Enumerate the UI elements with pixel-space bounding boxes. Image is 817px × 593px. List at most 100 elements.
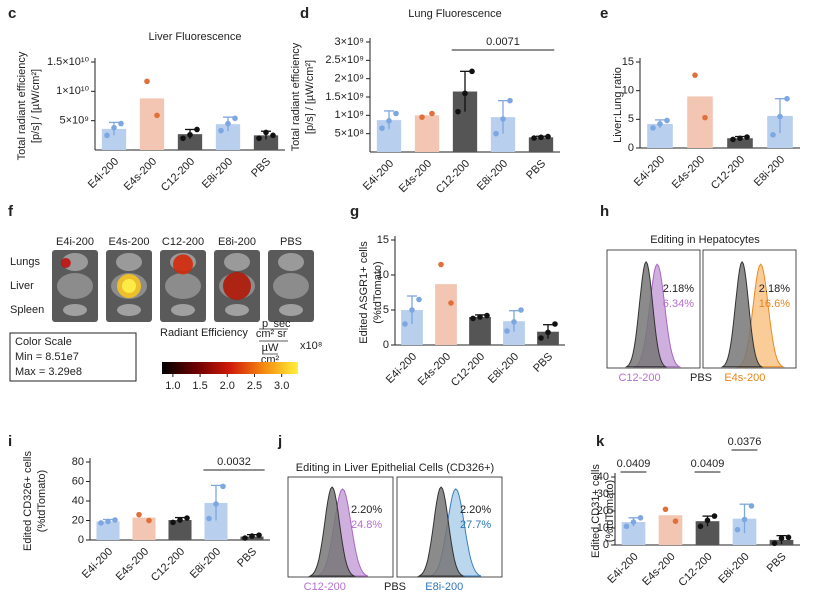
data-point [784, 95, 790, 102]
group-label: E4i-200 [56, 236, 94, 248]
x-tick-label: E4s-200 [640, 551, 677, 588]
x-tick-label: E4i-200 [80, 546, 115, 581]
control-histogram [624, 260, 668, 368]
colorbar-unit: sec [273, 318, 291, 330]
data-point [469, 68, 475, 75]
y-tick-label: 15 [622, 56, 634, 68]
data-point [511, 319, 517, 325]
x-tick-label: E8i-200 [188, 546, 223, 581]
y-axis-label: Edited CD326+ cells [22, 451, 34, 551]
color-scale-title: Color Scale [15, 336, 72, 348]
x-tick-label: C12-200 [159, 156, 197, 194]
x-tick-label: C12-200 [449, 351, 487, 389]
panel-letter: k [596, 433, 605, 450]
colorbar-unit: µW [262, 342, 279, 354]
p-value: 0.0409 [691, 458, 725, 470]
data-point [416, 296, 422, 303]
group-label: C12-200 [162, 236, 204, 248]
x-tick-label: E8i-200 [200, 156, 235, 191]
chart-title: Lung Fluorescence [408, 8, 502, 20]
control-percent: 2.20% [460, 504, 491, 516]
colorbar-tick-label: 3.0 [274, 380, 289, 392]
spleen [171, 304, 195, 316]
data-point [552, 321, 558, 327]
color-scale-min: Min = 8.51e7 [15, 351, 79, 363]
bar [435, 284, 457, 345]
data-point [225, 120, 231, 127]
data-point [409, 307, 415, 313]
data-point [194, 126, 200, 133]
data-point [770, 132, 776, 138]
histogram-frame [396, 476, 503, 578]
y-tick-label: 0 [383, 339, 389, 351]
data-point [144, 78, 150, 85]
bar [528, 137, 554, 152]
x-tick-label: E4s-200 [122, 156, 159, 193]
data-point [180, 135, 186, 142]
x-tick-label: E4i-200 [605, 551, 640, 586]
control-percent: 2.18% [663, 283, 694, 295]
data-point [484, 312, 490, 319]
liver [273, 273, 309, 299]
y-axis-label: (%tdTomato) [36, 470, 48, 532]
bar [139, 98, 165, 150]
spleen [63, 304, 87, 316]
bar [168, 520, 192, 540]
data-point [249, 533, 255, 539]
data-point [778, 535, 785, 541]
data-point [662, 506, 669, 513]
y-tick-label: 5×10⁹ [60, 115, 90, 127]
colorbar-tick-label: 1.0 [165, 380, 180, 392]
y-axis-label: [p/s] / [µW/cm²] [30, 69, 42, 143]
data-point [213, 501, 219, 507]
data-point [184, 515, 190, 521]
spleen [225, 304, 249, 316]
bar [469, 317, 491, 345]
organ-label: Liver [10, 280, 34, 292]
data-point [545, 133, 551, 140]
data-point [741, 516, 748, 523]
y-tick-label: 60 [72, 475, 84, 487]
data-point [777, 113, 783, 120]
y-tick-label: 40 [597, 471, 609, 483]
y-tick-label: 2×10⁹ [335, 73, 365, 85]
signal [60, 257, 71, 268]
data-point [111, 124, 117, 131]
panel-title: Editing in Liver Epithelial Cells (CD326… [296, 462, 494, 474]
data-point [470, 315, 476, 322]
data-point [623, 523, 630, 530]
y-tick-label: 30 [597, 488, 609, 500]
lung [278, 253, 304, 271]
data-point [692, 72, 698, 78]
data-point [630, 519, 637, 525]
p-value: 0.0376 [728, 436, 762, 448]
x-tick-label: E8i-200 [475, 158, 510, 193]
colorbar-unit: sr [277, 328, 287, 340]
data-point [98, 520, 104, 526]
x-tick-label: PBS [235, 546, 259, 570]
histogram-frame [702, 249, 797, 369]
data-point [637, 515, 644, 521]
data-point [538, 335, 544, 341]
data-point [734, 526, 741, 533]
x-tick-label: E4s-200 [397, 158, 434, 195]
data-point [256, 135, 262, 142]
x-tick-label: E4s-200 [114, 546, 151, 583]
x-tick-label: E8i-200 [486, 351, 521, 386]
panel-letter: i [8, 433, 12, 450]
data-point [105, 518, 111, 525]
data-point [664, 117, 670, 124]
x-tick-label: E4i-200 [86, 156, 121, 191]
data-point [256, 532, 262, 538]
y-axis-label: Total radiant efficiency [16, 51, 28, 160]
x-tick-label: C12-200 [434, 158, 472, 196]
data-point [538, 134, 544, 141]
treated-percent: 24.8% [351, 519, 382, 531]
bar [401, 310, 423, 345]
panel-letter: j [277, 433, 282, 450]
x-tick-label: PBS [524, 158, 548, 182]
y-tick-label: 1×10⁹ [335, 109, 365, 121]
colorbar-multiplier: x10⁸ [300, 340, 322, 352]
x-tick-label: C12-200 [149, 546, 187, 584]
